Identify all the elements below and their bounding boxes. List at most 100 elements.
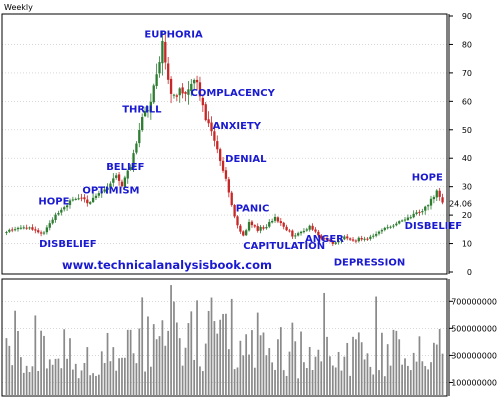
volume-bar (196, 300, 198, 396)
volume-bar (435, 344, 438, 396)
candle-body (34, 229, 37, 231)
candle-body (403, 219, 407, 221)
volume-bar (386, 344, 389, 396)
candle-body (311, 225, 314, 230)
volume-bar (253, 367, 256, 396)
candle-body (426, 205, 430, 207)
last-price-label: 24.06 (449, 200, 472, 209)
candle-body (48, 223, 51, 228)
candle-body (296, 233, 300, 236)
volume-bar (251, 330, 253, 396)
candle-body (363, 238, 366, 240)
candle-body (317, 231, 320, 236)
volume-bar (222, 313, 224, 396)
volume-bar (239, 340, 242, 396)
candle-body (204, 104, 207, 121)
volume-bar (80, 370, 83, 396)
candle-body (392, 225, 395, 227)
volume-bar (115, 370, 118, 396)
candle-body (120, 181, 124, 187)
volume-tick-label: 300000000 (451, 351, 497, 360)
volume-bar (95, 375, 97, 396)
candle-body (294, 235, 297, 237)
candle-body (213, 131, 216, 141)
candle-body (245, 230, 248, 236)
volume-bars (5, 285, 444, 396)
volume-bar (421, 361, 424, 396)
volume-bar (207, 310, 210, 396)
candle-body (441, 197, 444, 203)
volume-bar (311, 369, 314, 396)
volume-bar (175, 322, 178, 396)
candle-body (337, 240, 340, 243)
candle-body (117, 174, 121, 181)
volume-bar (178, 338, 181, 396)
volume-bar (8, 345, 11, 396)
volume-bar (225, 313, 227, 396)
volume-bar (201, 371, 204, 396)
volume-bar (14, 310, 16, 396)
volume-bar (277, 339, 279, 396)
candle-body (54, 214, 57, 220)
candle-body (374, 234, 378, 236)
candle-body (262, 227, 265, 229)
volume-bar (343, 356, 346, 396)
phase-label: COMPLACENCY (191, 88, 276, 99)
candle-body (161, 40, 164, 64)
volume-bar (173, 301, 175, 396)
volume-bar (51, 364, 54, 396)
volume-bar (5, 338, 8, 396)
volume-bar (297, 378, 300, 396)
volume-bar (407, 365, 409, 396)
candle-body (386, 227, 389, 229)
candle-body (89, 202, 92, 204)
volume-bar (184, 347, 187, 396)
candle-body (256, 226, 259, 231)
candle-body (138, 130, 141, 144)
candle-body (435, 190, 438, 198)
candle-body (438, 190, 441, 197)
candle-body (285, 226, 288, 231)
volume-bar (37, 370, 40, 396)
volume-bar (279, 327, 282, 396)
candle-body (184, 91, 187, 94)
volume-tick-label: 700000000 (451, 297, 497, 306)
candle-body (45, 227, 49, 233)
volume-bar (383, 376, 386, 396)
volume-bar (314, 356, 317, 396)
volume-bar (360, 342, 363, 396)
volume-bar (294, 341, 297, 396)
price-tick-label: 20 (462, 211, 472, 220)
volume-bar (74, 363, 77, 396)
candle-body (164, 41, 167, 63)
candle-body (395, 223, 398, 226)
candle-body (109, 183, 112, 188)
candle-body (149, 101, 153, 112)
volume-bar (167, 330, 170, 396)
volume-bar (329, 356, 331, 396)
candle-body (63, 207, 66, 210)
price-tick-label: 40 (462, 154, 472, 163)
volume-bar (389, 365, 392, 396)
candle-body (412, 213, 415, 218)
candle-body (152, 85, 155, 103)
candle-body (141, 117, 144, 131)
website-link[interactable]: www.technicalanalysisbook.com (62, 258, 272, 272)
volume-bar (375, 296, 377, 396)
candle-body (25, 227, 28, 229)
volume-bar (395, 330, 398, 396)
candle-body (181, 87, 184, 94)
volume-bar (158, 336, 161, 396)
candle-body (230, 192, 233, 206)
volume-bar (441, 353, 444, 396)
candle-body (322, 238, 326, 240)
candle-body (299, 231, 303, 234)
candle-body (135, 143, 138, 153)
candle-body (28, 227, 31, 229)
volume-bar (288, 351, 291, 396)
candle-body (276, 217, 280, 222)
volume-bar (210, 297, 213, 396)
candle-body (8, 229, 11, 232)
volume-bar (48, 359, 51, 396)
